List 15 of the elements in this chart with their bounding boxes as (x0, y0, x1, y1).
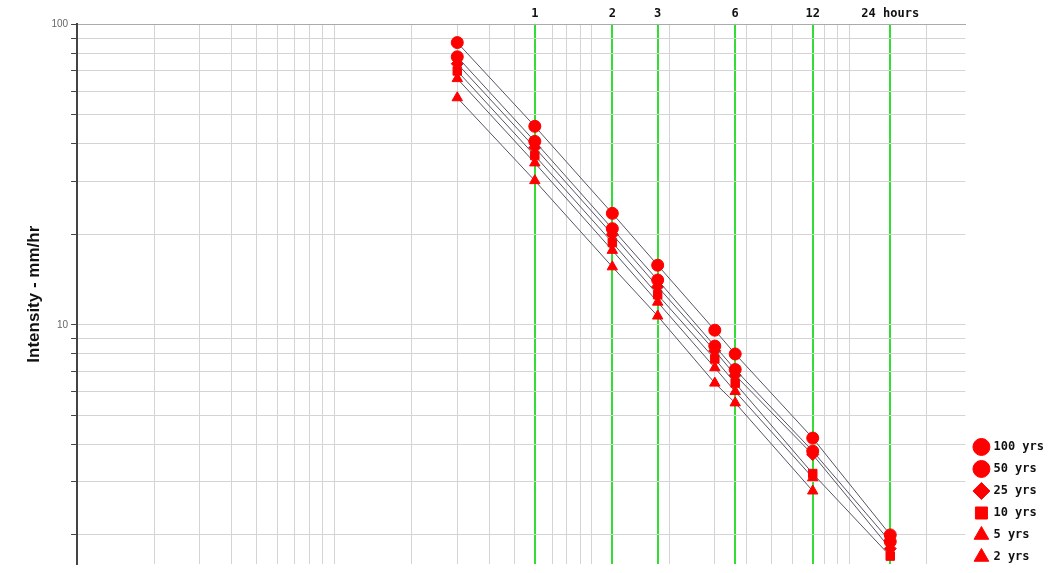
legend-label: 50 yrs (993, 461, 1037, 476)
legend-label: 25 yrs (993, 483, 1037, 498)
y-tick-label: 10 (56, 318, 69, 330)
legend-label: 10 yrs (993, 505, 1037, 520)
legend-label: 5 yrs (993, 527, 1030, 542)
x-tick-label: 6 (731, 6, 739, 21)
y-axis-title: Intensity - mm/hr (23, 225, 43, 363)
y-tick-label: 100 (51, 18, 69, 30)
legend-label: 100 yrs (993, 439, 1045, 454)
x-tick-label: 24 hours (861, 6, 920, 21)
x-tick-label: 3 (654, 6, 662, 21)
x-tick-label: 12 (805, 6, 820, 21)
x-tick-label: 2 (608, 6, 616, 21)
legend-label: 2 yrs (993, 549, 1030, 564)
x-tick-label: 1 (531, 6, 539, 21)
